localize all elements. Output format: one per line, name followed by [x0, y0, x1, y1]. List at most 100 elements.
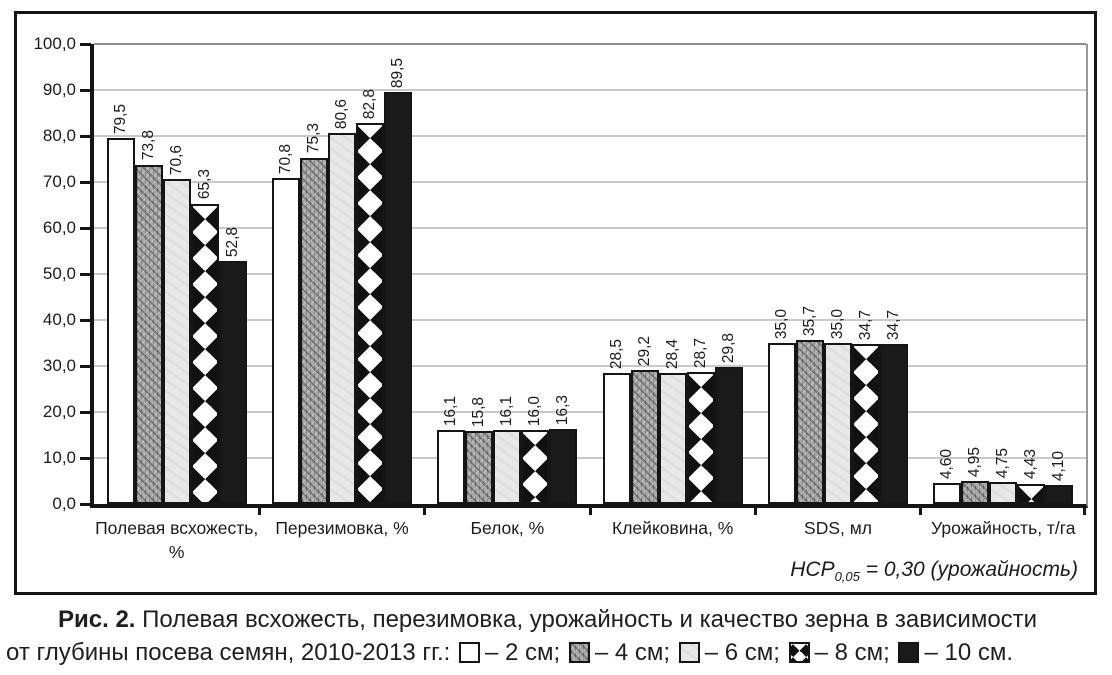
y-axis-tick — [80, 226, 91, 230]
category-label: Полевая всхожесть, % — [95, 518, 259, 562]
legend-label: – 4 см; — [594, 639, 677, 666]
gridline-40 — [94, 319, 1086, 321]
x-axis-tick — [919, 507, 923, 515]
bar-value-label: 4,10 — [1050, 450, 1068, 482]
y-axis-label: 20,0 — [42, 402, 76, 421]
bar-value-label: 65,3 — [195, 169, 213, 200]
bar-10см-cat4 — [714, 366, 743, 504]
x-axis-tick — [1082, 507, 1086, 515]
x-axis-tick — [588, 507, 592, 515]
plot-area: 0,0 10,0 20,0 30,0 40,0 50,0 60,0 70,0 80,0 90,0 1… — [33, 34, 1088, 562]
y-axis-tick — [80, 410, 91, 414]
bar-value-label: 4,95 — [966, 447, 984, 478]
y-axis-label: 70,0 — [42, 172, 76, 191]
bar-2см-cat3 — [437, 429, 466, 504]
bar-2см-cat4 — [602, 372, 631, 504]
category-label: Белок, % — [470, 518, 545, 538]
gridline-70 — [94, 181, 1086, 183]
x-axis-tick — [423, 507, 427, 515]
y-axis-label: 10,0 — [42, 448, 76, 467]
bar-value-label: 70,8 — [277, 144, 294, 175]
y-axis-tick — [80, 180, 91, 184]
bar-6см-cat5 — [824, 343, 852, 504]
bar-10см-cat2 — [384, 92, 412, 504]
bar-value-label: 4,43 — [1022, 449, 1040, 480]
bar-value-label: 28,5 — [607, 338, 625, 369]
y-axis-tick — [80, 318, 91, 322]
hcp-annotation: НСР0,05 = 0,30 (урожайность) — [790, 558, 1078, 584]
y-axis-label: 0,0 — [52, 494, 76, 513]
bar-6см-cat4 — [658, 373, 687, 504]
y-axis-tick — [80, 364, 91, 368]
gridline-30 — [94, 365, 1086, 367]
figure-frame: 0,0 10,0 20,0 30,0 40,0 50,0 60,0 70,0 80,0 90,0 1… — [14, 11, 1097, 595]
hcp-base: НСР — [790, 557, 835, 581]
bar-2см-cat6 — [933, 482, 962, 504]
bar-4см-cat1 — [134, 164, 163, 504]
legend-label: – 6 см; — [704, 639, 787, 666]
caption-text-2: от глубины посева семян, 2010-2013 гг.: — [6, 639, 451, 666]
bar-value-label: 70,6 — [167, 145, 185, 176]
y-axis-label: 80,0 — [42, 126, 76, 145]
caption-text-1: Полевая всхожесть, перезимовка, урожайно… — [135, 606, 1038, 633]
bar-value-label: 35,0 — [829, 308, 846, 339]
y-axis-label: 90,0 — [42, 80, 76, 99]
bar-10см-cat6 — [1045, 485, 1074, 504]
gridline-100 — [94, 43, 1086, 46]
gridline-90 — [94, 89, 1086, 91]
figure-caption: Рис. 2. Полевая всхожесть, перезимовка, … — [6, 603, 1108, 669]
bar-8см-cat1 — [190, 203, 219, 504]
bar-value-label: 75,3 — [305, 123, 322, 154]
bar-2см-cat5 — [768, 343, 796, 504]
bar-value-label: 16,0 — [526, 396, 544, 427]
bar-value-label: 52,8 — [223, 226, 241, 258]
y-axis-tick — [80, 456, 91, 460]
bar-value-label: 16,3 — [554, 394, 572, 426]
bar-8см-cat4 — [686, 371, 715, 504]
bar-value-label: 82,8 — [361, 88, 378, 120]
legend-swatch-diamonds — [788, 642, 810, 663]
y-axis-label: 100,0 — [33, 34, 76, 53]
bar-value-label: 29,2 — [635, 335, 653, 366]
gridline-20 — [94, 411, 1086, 413]
gridline-50 — [94, 273, 1086, 275]
bar-value-label: 15,8 — [470, 397, 488, 428]
legend-swatch-black — [898, 642, 920, 663]
bar-value-label: 34,7 — [857, 310, 874, 341]
bar-6см-cat2 — [328, 133, 356, 504]
bar-10см-cat1 — [218, 261, 247, 504]
y-axis-tick — [80, 502, 91, 506]
bar-8см-cat2 — [356, 123, 384, 504]
legend-label: – 10 см. — [924, 639, 1013, 666]
gridline-60 — [94, 227, 1086, 229]
bar-6см-cat1 — [162, 179, 191, 504]
hcp-rest: = 0,30 (урожайность) — [859, 557, 1078, 581]
category-label: SDS, мл — [804, 518, 872, 538]
y-axis-tick — [80, 88, 91, 92]
bar-value-label: 4,75 — [994, 447, 1012, 479]
category-label: Перезимовка, % — [275, 518, 409, 538]
bar-8см-cat6 — [1017, 483, 1046, 504]
legend-swatch-white — [458, 642, 480, 663]
legend-swatch-gray-texture — [568, 642, 590, 663]
bar-10см-cat5 — [880, 344, 908, 504]
bar-value-label: 4,60 — [938, 448, 956, 479]
bar-value-label: 73,8 — [139, 130, 157, 161]
bar-value-label: 28,7 — [691, 337, 709, 368]
y-axis-label: 50,0 — [42, 264, 76, 283]
y-axis-tick — [80, 272, 91, 276]
bar-8см-cat3 — [521, 430, 550, 504]
bar-6см-cat6 — [989, 482, 1018, 504]
category-label: Клейковина, % — [612, 518, 734, 538]
legend-swatch-light-gray — [678, 642, 700, 663]
bar-value-label: 16,1 — [442, 395, 460, 426]
category-label: Урожайность, т/га — [931, 518, 1076, 538]
y-axis-tick — [80, 134, 91, 138]
bar-value-label: 79,5 — [111, 104, 129, 135]
bar-4см-cat3 — [465, 431, 494, 504]
bar-value-label: 29,8 — [719, 332, 737, 363]
bar-value-label: 28,4 — [663, 339, 681, 370]
bar-4см-cat6 — [961, 481, 990, 504]
y-axis-label: 30,0 — [42, 356, 76, 375]
legend-label: – 8 см; — [814, 639, 897, 666]
